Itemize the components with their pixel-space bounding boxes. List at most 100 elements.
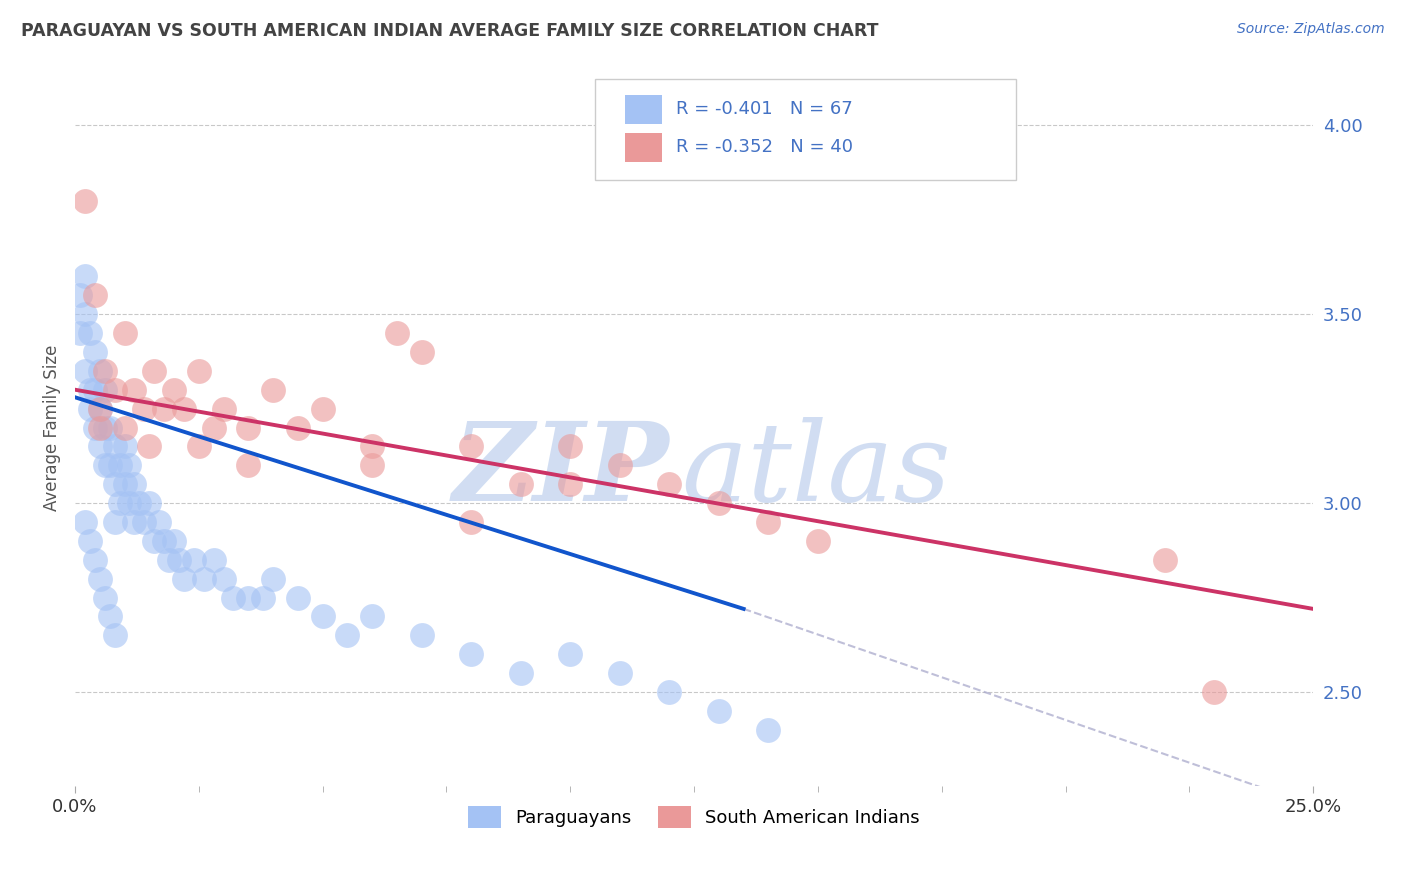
Point <box>212 401 235 416</box>
Text: atlas: atlas <box>682 417 952 524</box>
Point <box>756 515 779 529</box>
Point <box>89 439 111 453</box>
FancyBboxPatch shape <box>595 79 1017 180</box>
Point <box>79 533 101 548</box>
Point <box>73 364 96 378</box>
Point <box>138 496 160 510</box>
Point <box>98 609 121 624</box>
Point <box>238 591 260 605</box>
Point <box>212 572 235 586</box>
Point <box>98 420 121 434</box>
Point <box>79 383 101 397</box>
Point <box>311 401 333 416</box>
Point <box>83 383 105 397</box>
Point <box>93 458 115 473</box>
Point <box>287 420 309 434</box>
Point <box>108 496 131 510</box>
Point <box>104 515 127 529</box>
Point <box>114 420 136 434</box>
Point <box>238 420 260 434</box>
Point <box>807 533 830 548</box>
Point <box>104 439 127 453</box>
Point <box>460 515 482 529</box>
Point <box>138 439 160 453</box>
Point <box>98 458 121 473</box>
Point <box>609 666 631 681</box>
Point <box>222 591 245 605</box>
Point <box>79 326 101 340</box>
Point <box>104 628 127 642</box>
Point <box>108 458 131 473</box>
Point <box>238 458 260 473</box>
Point <box>336 628 359 642</box>
Point <box>460 439 482 453</box>
Point <box>183 553 205 567</box>
Point <box>707 704 730 718</box>
Point <box>361 458 384 473</box>
Point <box>128 496 150 510</box>
Point <box>93 591 115 605</box>
Point <box>93 364 115 378</box>
Point <box>148 515 170 529</box>
Y-axis label: Average Family Size: Average Family Size <box>44 344 60 511</box>
Bar <box>624 133 662 161</box>
Point <box>153 533 176 548</box>
Point <box>609 458 631 473</box>
Point <box>1204 685 1226 699</box>
Point <box>509 666 531 681</box>
Point <box>79 401 101 416</box>
Point <box>756 723 779 737</box>
Point <box>287 591 309 605</box>
Point <box>385 326 408 340</box>
Text: Source: ZipAtlas.com: Source: ZipAtlas.com <box>1237 22 1385 37</box>
Point <box>202 420 225 434</box>
Point <box>83 345 105 359</box>
Point <box>658 477 681 491</box>
Point <box>93 420 115 434</box>
Point <box>173 401 195 416</box>
Point <box>560 477 582 491</box>
Point <box>69 326 91 340</box>
Point <box>167 553 190 567</box>
Text: R = -0.401   N = 67: R = -0.401 N = 67 <box>675 101 852 119</box>
Point <box>173 572 195 586</box>
Point <box>1153 553 1175 567</box>
Point <box>114 477 136 491</box>
Point <box>124 383 146 397</box>
Point <box>163 533 186 548</box>
Text: PARAGUAYAN VS SOUTH AMERICAN INDIAN AVERAGE FAMILY SIZE CORRELATION CHART: PARAGUAYAN VS SOUTH AMERICAN INDIAN AVER… <box>21 22 879 40</box>
Legend: Paraguayans, South American Indians: Paraguayans, South American Indians <box>461 798 927 835</box>
Point <box>69 288 91 302</box>
Point <box>560 647 582 661</box>
Point <box>193 572 215 586</box>
Point <box>134 401 156 416</box>
Point <box>252 591 274 605</box>
Text: ZIP: ZIP <box>453 417 669 524</box>
Point <box>124 477 146 491</box>
Point <box>311 609 333 624</box>
Point <box>157 553 180 567</box>
Point <box>73 515 96 529</box>
Point <box>124 515 146 529</box>
Point <box>361 439 384 453</box>
Point <box>509 477 531 491</box>
Point <box>93 383 115 397</box>
Point <box>89 401 111 416</box>
Point <box>104 477 127 491</box>
Point <box>361 609 384 624</box>
Point <box>163 383 186 397</box>
Point <box>104 383 127 397</box>
Point <box>460 647 482 661</box>
Point <box>153 401 176 416</box>
Point <box>134 515 156 529</box>
Point <box>89 401 111 416</box>
Point <box>83 553 105 567</box>
Point <box>83 420 105 434</box>
Point <box>262 383 284 397</box>
Point <box>89 420 111 434</box>
Point <box>411 345 433 359</box>
Point <box>143 533 166 548</box>
Point <box>707 496 730 510</box>
Point <box>411 628 433 642</box>
Point <box>202 553 225 567</box>
